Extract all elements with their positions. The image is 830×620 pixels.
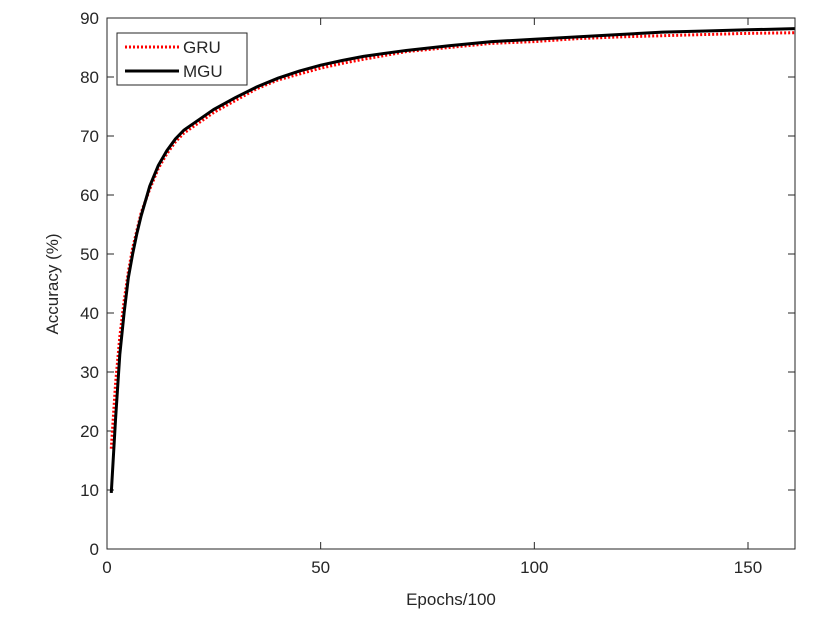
y-tick-label: 80 <box>80 68 99 87</box>
y-tick-label: 30 <box>80 363 99 382</box>
x-tick-label: 0 <box>102 558 111 577</box>
y-tick-label: 90 <box>80 9 99 28</box>
y-tick-label: 50 <box>80 245 99 264</box>
y-tick-label: 40 <box>80 304 99 323</box>
x-tick-label: 50 <box>311 558 330 577</box>
y-tick-label: 60 <box>80 186 99 205</box>
x-tick-label: 150 <box>734 558 762 577</box>
axes-box <box>106 17 796 550</box>
legend-label: MGU <box>183 62 223 81</box>
legend-box <box>116 32 248 86</box>
x-tick-label: 100 <box>520 558 548 577</box>
y-axis-label: Accuracy (%) <box>43 233 62 334</box>
legend-label: GRU <box>183 38 221 57</box>
y-tick-label: 10 <box>80 481 99 500</box>
y-tick-label: 70 <box>80 127 99 146</box>
y-tick-label: 20 <box>80 422 99 441</box>
y-tick-label: 0 <box>90 540 99 559</box>
series-line <box>109 27 796 494</box>
x-axis-label: Epochs/100 <box>406 590 496 609</box>
